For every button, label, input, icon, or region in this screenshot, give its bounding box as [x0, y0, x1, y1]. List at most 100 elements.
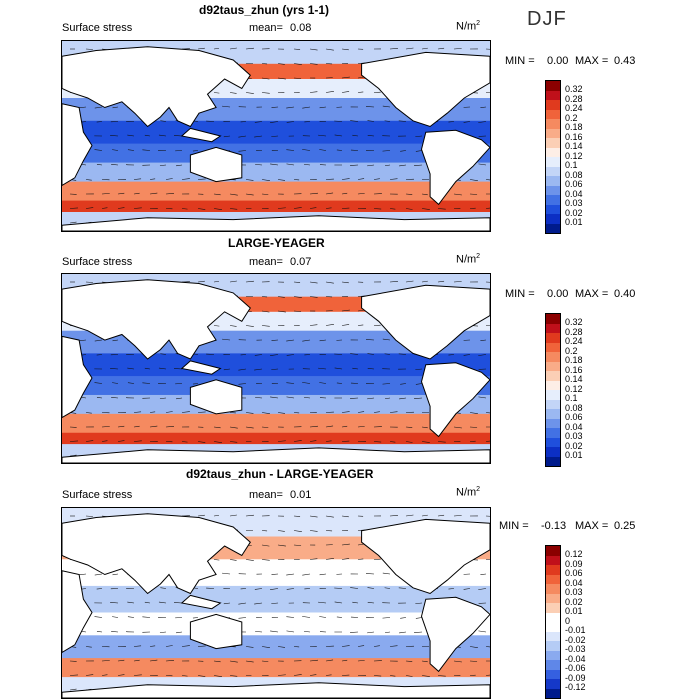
panel-3-units: N/m2 [456, 486, 481, 499]
colorbar-tick-label: 0.28 [565, 93, 583, 104]
field-band [62, 635, 490, 659]
stress-vector [318, 367, 327, 370]
colorbar-tick-label: 0.14 [565, 141, 583, 151]
stress-vector [389, 281, 398, 283]
colorbar-tick-label: 0.14 [565, 374, 583, 384]
stress-vector [261, 559, 270, 561]
stress-vector [405, 193, 413, 195]
stress-vector [382, 338, 391, 341]
stress-vector [101, 660, 110, 662]
stress-vector [69, 454, 77, 457]
stress-vector [213, 193, 221, 196]
stress-vector [270, 354, 279, 356]
colorbar-swatch [546, 593, 560, 603]
colorbar-swatch [546, 546, 560, 556]
stress-vector [261, 325, 270, 327]
stress-vector [341, 515, 349, 518]
stress-vector [302, 339, 311, 342]
colorbar-tick-label: 0.32 [565, 84, 583, 94]
stress-vector [229, 92, 237, 94]
stress-vector [229, 280, 237, 283]
stress-vector [222, 338, 231, 341]
panel-1-colorbar [545, 80, 561, 234]
colorbar-tick-label: 0.09 [565, 558, 583, 569]
stress-vector [174, 135, 183, 137]
stress-vector [366, 339, 375, 341]
colorbar-tick-label: 0 [565, 615, 571, 626]
stress-vector [325, 281, 334, 284]
stress-vector [94, 616, 103, 618]
stress-vector [85, 440, 94, 442]
stress-vector [142, 382, 151, 384]
stress-vector [319, 382, 327, 384]
colorbar-swatch [546, 679, 560, 689]
panel-3-map-svg [62, 508, 490, 698]
stress-vector [101, 426, 110, 428]
stress-vector [384, 587, 391, 589]
land-maritime [180, 127, 222, 143]
colorbar-tick-label: 0.18 [565, 122, 583, 132]
stress-vector [117, 440, 125, 442]
stress-vector [197, 441, 206, 443]
stress-vector [245, 47, 254, 50]
colorbar-swatch [546, 380, 560, 390]
stress-vector [181, 411, 190, 413]
stress-vector [389, 48, 398, 50]
stress-vector [309, 324, 318, 326]
stress-vector [405, 660, 413, 662]
stress-vector [405, 426, 413, 428]
stress-vector [400, 617, 407, 619]
stress-vector [117, 659, 125, 662]
stress-vector [325, 659, 334, 662]
stress-vector [350, 353, 359, 355]
stress-vector [223, 368, 231, 371]
stress-vector [112, 149, 119, 151]
panel-3-mean-label: mean= [249, 489, 283, 501]
field-band [62, 200, 490, 213]
stress-vector [213, 660, 221, 663]
stress-vector [94, 149, 103, 151]
stress-vector [245, 514, 254, 517]
stress-vector [336, 382, 343, 384]
stress-vector [271, 602, 279, 604]
stress-vector [254, 121, 263, 123]
colorbar-swatch [546, 641, 560, 651]
stress-vector [254, 354, 263, 356]
stress-vector [350, 587, 359, 589]
stress-vector [213, 47, 220, 50]
colorbar-tick-label: 0.08 [565, 169, 583, 180]
colorbar-swatch [546, 555, 560, 565]
stress-vector [133, 674, 142, 676]
stress-vector [421, 441, 430, 443]
stress-vector [94, 382, 103, 384]
colorbar-tick-label: -0.04 [565, 653, 586, 664]
stress-vector [469, 412, 478, 414]
panel-3-map [61, 507, 491, 699]
panel-2-max-label: MAX = [575, 288, 609, 300]
stress-vector [277, 63, 285, 65]
stress-vector [303, 163, 311, 166]
stress-vector [69, 674, 79, 676]
colorbar-swatch [546, 371, 560, 381]
stress-vector [399, 397, 407, 400]
field-band [62, 585, 490, 613]
stress-vector [286, 382, 295, 384]
stress-vector [469, 660, 478, 662]
stress-vector [318, 601, 327, 604]
field-band [62, 181, 490, 202]
stress-vector [421, 514, 428, 517]
colorbar-swatch [546, 128, 560, 138]
field-band [62, 353, 490, 377]
stress-vector [213, 208, 222, 210]
land-australia [189, 613, 243, 650]
stress-vector [69, 221, 77, 224]
stress-vector [341, 76, 350, 79]
stress-vector [101, 440, 108, 442]
stress-vector [309, 515, 318, 518]
stress-vector [384, 397, 391, 400]
stress-vector [293, 544, 302, 546]
stress-vector [149, 425, 158, 428]
colorbar-swatch [546, 109, 560, 119]
land-antarctica [62, 682, 490, 698]
stress-vector [165, 411, 173, 413]
